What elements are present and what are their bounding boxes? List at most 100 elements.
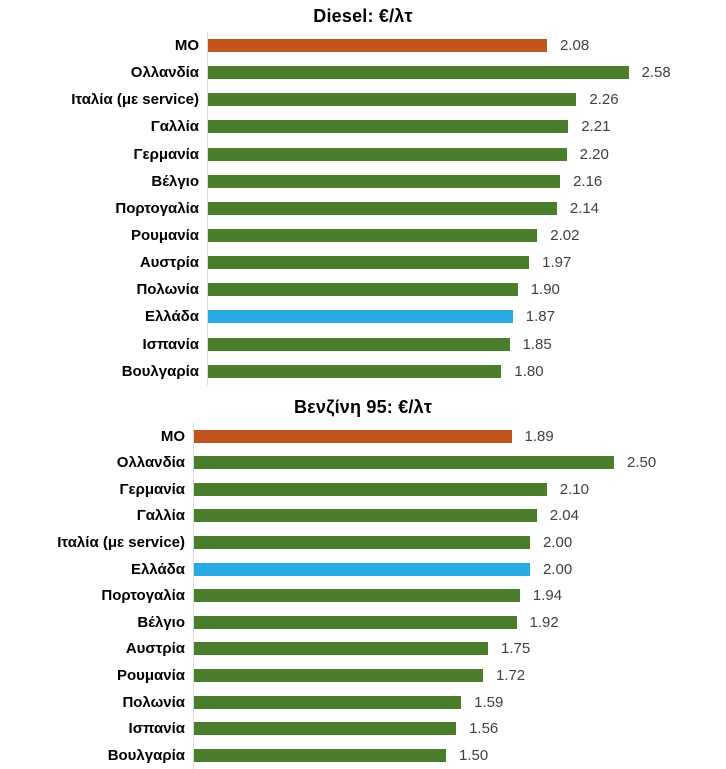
bar-track: 2.00 <box>193 555 726 583</box>
bar-row: Βουλγαρία 1.80 <box>0 357 726 385</box>
category-label: Πορτογαλία <box>115 199 199 217</box>
bar-row: Πολωνία 1.59 <box>0 688 726 716</box>
value-label: 2.14 <box>569 199 600 217</box>
bar-track: 1.56 <box>193 715 726 742</box>
bar-track: 1.59 <box>193 688 726 716</box>
country-bar <box>194 722 457 736</box>
category-label: Πορτογαλία <box>101 587 185 605</box>
bar-track: 1.50 <box>193 741 726 769</box>
category-label: Βέλγιο <box>151 172 199 190</box>
value-label: 1.85 <box>522 335 552 353</box>
bar-track: 2.14 <box>207 194 726 222</box>
bar-row: Ιταλία (με service) 2.00 <box>0 529 726 556</box>
value-label: 1.72 <box>495 666 526 684</box>
value-label: 1.50 <box>459 746 489 764</box>
country-bar <box>208 93 577 107</box>
bar-track: 1.80 <box>207 357 726 385</box>
country-bar <box>194 615 517 629</box>
category-label: Ολλανδία <box>130 64 199 82</box>
country-bar <box>208 66 629 80</box>
bar-track: 2.02 <box>207 221 726 250</box>
value-label: 1.87 <box>525 308 555 326</box>
bar-track: 2.04 <box>193 502 726 530</box>
bar-row: Βέλγιο 1.92 <box>0 608 726 636</box>
value-label: 2.10 <box>559 480 589 498</box>
bar-row: Βέλγιο 2.16 <box>0 167 726 195</box>
value-label: 2.21 <box>581 118 611 136</box>
bar-row: Πολωνία 1.90 <box>0 276 726 304</box>
greece-bar <box>208 310 513 324</box>
value-label: 2.16 <box>573 172 603 190</box>
country-bar <box>208 120 569 134</box>
value-label: 2.20 <box>579 145 609 163</box>
bar-row: Ιταλία (με service) 2.26 <box>0 86 726 114</box>
bar-row: Αυστρία 1.75 <box>0 635 726 663</box>
bar-row: ΜΟ 2.08 <box>0 32 726 60</box>
category-label: Αυστρία <box>125 640 185 658</box>
category-label: Ρουμανία <box>116 666 185 684</box>
country-bar <box>194 748 446 762</box>
category-label: Πολωνία <box>136 281 199 299</box>
category-label: Ρουμανία <box>130 227 199 245</box>
country-bar <box>208 147 567 161</box>
value-label: 1.97 <box>542 254 572 272</box>
bar-track: 2.20 <box>207 140 726 168</box>
country-bar <box>194 482 547 496</box>
category-label: ΜΟ <box>174 37 199 55</box>
country-bar <box>194 668 483 682</box>
value-label: 1.80 <box>514 362 544 380</box>
category-label: Ελλάδα <box>144 308 199 326</box>
bar-track: 1.87 <box>207 303 726 331</box>
value-label: 1.94 <box>532 587 563 605</box>
country-bar <box>194 695 462 709</box>
category-label: Γερμανία <box>133 145 199 163</box>
value-label: 1.92 <box>529 613 559 631</box>
country-bar <box>194 642 488 656</box>
bar-row: Ρουμανία 2.02 <box>0 221 726 250</box>
country-bar <box>208 283 518 297</box>
category-label: Γερμανία <box>119 480 185 498</box>
country-bar <box>208 364 502 378</box>
diesel-plot-area: ΜΟ 2.08 Ολλανδία 2.58 Ιταλία (με service) 2.2… <box>0 32 726 385</box>
value-label: 1.56 <box>469 720 499 738</box>
value-label: 2.26 <box>589 91 619 109</box>
bar-track: 2.08 <box>207 32 726 60</box>
petrol95-chart-title: Βενζίνη 95: €/λτ <box>293 396 433 417</box>
bar-track: 1.75 <box>193 635 726 663</box>
country-bar <box>194 456 614 470</box>
bar-row: Γαλλία 2.21 <box>0 113 726 141</box>
diesel-chart: Diesel: €/λτ ΜΟ 2.08 Ολλανδία 2.58 Ιταλία (μ… <box>0 4 726 385</box>
bar-row: Γερμανία 2.10 <box>0 476 726 503</box>
bar-row: Γαλλία 2.04 <box>0 502 726 530</box>
bar-row: Αυστρία 1.97 <box>0 249 726 277</box>
value-label: 2.58 <box>641 64 671 82</box>
bar-track: 2.26 <box>207 86 726 114</box>
bar-row: Ισπανία 1.85 <box>0 330 726 358</box>
country-bar <box>194 509 537 523</box>
value-label: 2.08 <box>560 37 590 55</box>
petrol95-plot-area: ΜΟ 1.89 Ολλανδία 2.50 Γερμανία 2.10 Γαλλία 2.04… <box>0 422 726 769</box>
average-bar <box>194 429 512 443</box>
value-label: 1.89 <box>524 427 554 445</box>
category-label: Βέλγιο <box>137 613 185 631</box>
diesel-chart-title: Diesel: €/λτ <box>313 6 413 26</box>
value-label: 2.02 <box>550 227 580 245</box>
bar-track: 1.94 <box>193 582 726 609</box>
bar-track: 1.89 <box>193 422 726 450</box>
bar-track: 1.72 <box>193 662 726 689</box>
category-label: Πολωνία <box>122 693 185 711</box>
bar-row: Ισπανία 1.56 <box>0 715 726 742</box>
value-label: 2.04 <box>549 507 579 525</box>
category-label: Γαλλία <box>150 118 199 136</box>
greece-bar <box>194 562 530 576</box>
country-bar <box>208 201 557 215</box>
country-bar <box>208 256 530 270</box>
country-bar <box>208 229 538 243</box>
country-bar <box>194 536 530 549</box>
value-label: 1.59 <box>474 693 504 711</box>
value-label: 2.00 <box>543 534 573 551</box>
average-bar <box>208 39 548 53</box>
category-label: Βουλγαρία <box>121 362 199 380</box>
value-label: 1.75 <box>501 640 531 658</box>
